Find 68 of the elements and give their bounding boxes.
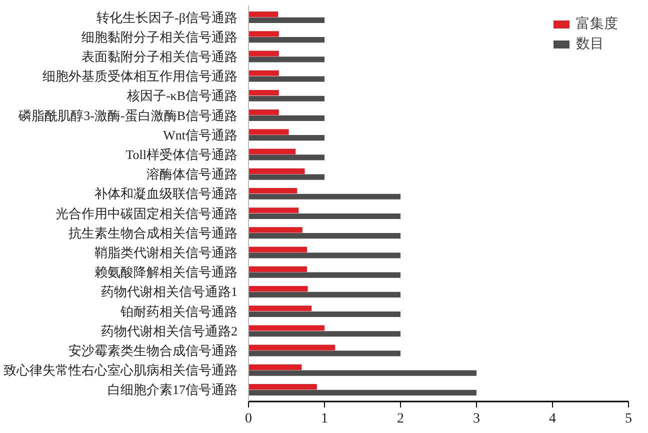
x-tick-label: 5 <box>625 412 632 426</box>
x-tick-label: 2 <box>397 412 404 426</box>
bar <box>248 227 302 233</box>
y-tick-label: 白细胞介素17信号通路 <box>108 382 238 398</box>
y-tick-label: 致心律失常性右心室心肌病相关信号通路 <box>4 362 238 378</box>
bar <box>248 364 302 370</box>
bar <box>248 331 400 337</box>
bar <box>248 344 336 350</box>
y-tick-label: 表面黏附分子相关信号通路 <box>82 48 238 64</box>
bar <box>248 50 279 56</box>
bar <box>248 266 308 272</box>
bar <box>248 325 324 331</box>
bar <box>248 148 296 154</box>
y-tick-label: 细胞黏附分子相关信号通路 <box>82 29 238 44</box>
bar <box>248 12 278 18</box>
bar <box>248 70 279 76</box>
bar <box>248 286 308 292</box>
bar <box>248 208 299 214</box>
x-tick-label: 4 <box>549 412 556 426</box>
bar <box>248 154 324 160</box>
bar <box>248 174 324 180</box>
y-tick-label: 光合作用中碳固定相关信号通路 <box>56 206 238 221</box>
x-tick-label: 3 <box>473 412 480 426</box>
bar <box>248 188 298 194</box>
y-tick-label: 核因子-κB信号通路 <box>126 88 238 104</box>
bar <box>248 135 324 141</box>
y-tick-label: 抗生素生物合成相关信号通路 <box>68 225 238 240</box>
bar <box>248 110 279 116</box>
y-tick-label: Toll样受体信号通路 <box>126 146 238 162</box>
y-tick-label: Wnt信号通路 <box>163 127 238 142</box>
y-tick-label: 补体和凝血级联信号通路 <box>94 186 238 202</box>
bar <box>248 37 324 43</box>
bar <box>248 252 400 258</box>
bar <box>248 56 324 62</box>
bar <box>248 350 400 356</box>
bar <box>248 272 400 278</box>
bar <box>248 129 289 135</box>
y-tick-label: 细胞外基质受体相互作用信号通路 <box>42 68 238 84</box>
bar <box>248 213 400 220</box>
bar <box>248 306 312 312</box>
y-tick-label: 鞘脂类代谢相关信号通路 <box>94 245 238 260</box>
bar <box>248 90 279 96</box>
bar <box>248 246 308 252</box>
bar <box>248 31 279 37</box>
legend-label: 富集度 <box>576 15 618 33</box>
bar <box>248 390 476 396</box>
bar <box>248 96 324 102</box>
bar <box>248 311 400 318</box>
y-tick-label: 赖氨酸降解相关信号通路 <box>94 264 238 280</box>
bar <box>248 168 305 174</box>
bar <box>248 384 317 390</box>
bar <box>248 370 476 376</box>
bar <box>248 115 324 122</box>
x-tick-label: 1 <box>321 412 328 426</box>
bar <box>248 292 400 298</box>
bar <box>248 17 324 23</box>
x-tick-label: 0 <box>245 412 252 426</box>
y-tick-label: 磷脂酰肌醇3-激酶-蛋白激酶B信号通路 <box>18 108 238 123</box>
y-tick-label: 安沙霉素类生物合成信号通路 <box>68 343 238 358</box>
y-tick-label: 药物代谢相关信号通路1 <box>101 284 238 300</box>
legend-label: 数目 <box>576 36 604 53</box>
bar <box>248 76 324 82</box>
y-tick-label: 溶酶体信号通路 <box>146 166 238 182</box>
y-tick-label: 药物代谢相关信号通路2 <box>101 323 238 338</box>
y-tick-label: 铂耐药相关信号通路 <box>120 304 238 319</box>
y-tick-label: 转化生长因子-β信号通路 <box>96 10 238 25</box>
bar <box>248 194 400 200</box>
bar <box>248 233 400 239</box>
